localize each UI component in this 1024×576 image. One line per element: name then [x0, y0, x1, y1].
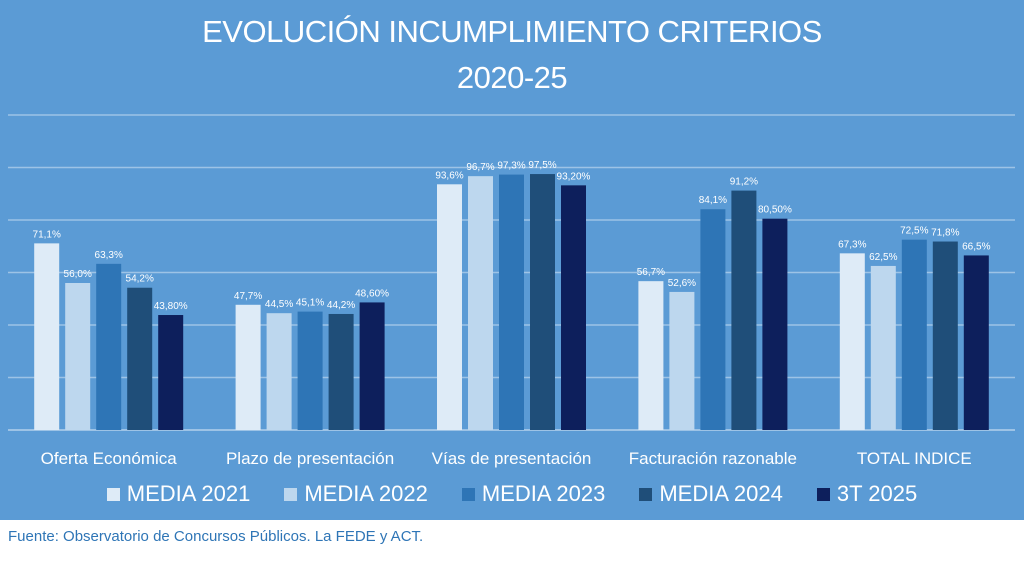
bar [65, 283, 91, 430]
data-label: 93,20% [557, 171, 591, 182]
legend-item: MEDIA 2023 [461, 481, 606, 507]
bar [235, 304, 261, 430]
data-label: 63,3% [95, 250, 123, 261]
legend-label: MEDIA 2023 [481, 481, 606, 506]
bar [963, 255, 989, 430]
data-label: 93,6% [435, 170, 463, 181]
data-label: 97,5% [528, 160, 556, 171]
bar [359, 302, 385, 430]
legend-item: MEDIA 2021 [106, 481, 251, 507]
legend-swatch [106, 487, 120, 501]
bar [870, 265, 896, 430]
legend-swatch [816, 487, 830, 501]
bar [700, 209, 726, 430]
legend-label: MEDIA 2022 [304, 481, 428, 506]
bar [499, 174, 524, 430]
data-label: 84,1% [699, 195, 727, 206]
bar [266, 313, 292, 430]
bar [638, 281, 664, 430]
data-label: 67,3% [838, 239, 866, 250]
bar-chart: 71,1% 56,0%63,3% 54,2% 43,80% 47,7%44,5% 45,1… [8, 114, 1015, 468]
data-label: 96,7% [466, 162, 494, 173]
bar [437, 184, 462, 430]
data-label: 91,2% [730, 177, 758, 188]
legend-item: MEDIA 2022 [284, 481, 428, 507]
category-label: Facturación razonable [629, 449, 797, 468]
bar [839, 253, 865, 430]
bar [530, 174, 555, 430]
bar [901, 239, 927, 430]
legend-label: MEDIA 2021 [126, 481, 251, 506]
bar [762, 218, 788, 430]
chart-subtitle: 2020-25 [456, 60, 568, 95]
data-label: 71,1% [33, 229, 61, 240]
legend-item: MEDIA 2024 [639, 481, 783, 507]
category-label: Plazo de presentación [226, 449, 394, 468]
data-label: 72,5% [900, 226, 928, 237]
bar [932, 241, 958, 430]
data-label: 44,2% [327, 300, 355, 311]
data-label: 47,7% [234, 291, 262, 302]
legend-swatch [461, 487, 475, 501]
data-label: 45,1% [296, 298, 324, 309]
category-label: Vías de presentación [432, 449, 592, 468]
bar [561, 185, 586, 430]
data-label: 56,0% [64, 269, 92, 280]
legend-item: 3T 2025 [816, 481, 918, 507]
bar [669, 291, 695, 430]
data-label: 56,7% [637, 267, 665, 278]
data-label: 80,50% [758, 205, 792, 216]
legend-label: MEDIA 2024 [659, 481, 783, 506]
data-label: 66,5% [962, 241, 990, 252]
bar [158, 315, 184, 430]
data-label: 44,5% [265, 299, 293, 310]
bar [297, 311, 323, 430]
source-note: Fuente: Observatorio de Concursos Públic… [8, 528, 424, 545]
data-label: 97,3% [497, 161, 525, 172]
bar [96, 263, 122, 430]
category-label: TOTAL INDICE [857, 449, 972, 468]
legend-swatch [284, 487, 298, 501]
bar [34, 243, 60, 430]
legend-label: 3T 2025 [836, 481, 918, 506]
data-label: 48,60% [355, 288, 389, 299]
data-label: 62,5% [869, 252, 897, 263]
bar [127, 287, 153, 430]
data-label: 71,8% [931, 228, 959, 239]
bar [328, 313, 354, 430]
legend-swatch [639, 487, 653, 501]
bar [731, 190, 757, 430]
chart-title: EVOLUCIÓN INCUMPLIMIENTO CRITERIOS [202, 14, 822, 49]
bar [468, 176, 493, 430]
data-label: 54,2% [126, 274, 154, 285]
data-label: 52,6% [668, 278, 696, 289]
data-label: 43,80% [154, 301, 188, 312]
chart-legend: MEDIA 2021 MEDIA 2022 MEDIA 2023 MEDIA 2024… [0, 481, 1024, 507]
category-label: Oferta Económica [41, 449, 178, 468]
